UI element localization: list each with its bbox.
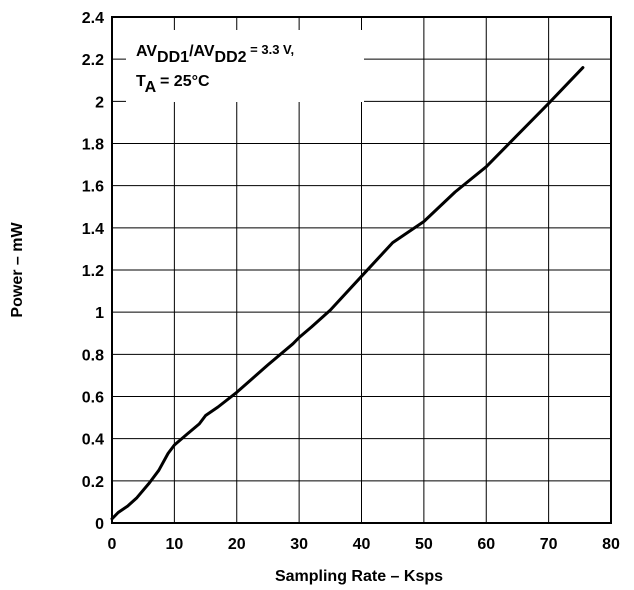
y-tick-label: 0.6 [82,390,104,407]
y-tick-label: 0.2 [82,474,104,491]
x-tick-label: 40 [353,536,371,553]
y-tick-label: 1.6 [82,179,104,196]
power-curve-line [110,66,585,521]
plot-frame [111,16,612,524]
annotation-line-1: AVDD1/AVDD2 = 3.3 V, [136,42,294,66]
annotation-voltage: = 3.3 V, [247,42,295,57]
y-tick-label: 1.4 [82,221,104,238]
x-tick-label: 70 [540,536,558,553]
y-tick-label: 2.4 [82,10,104,27]
x-tick-labels: 0 10 20 30 40 50 60 70 80 [108,536,620,553]
series-group [110,66,585,521]
annotation-dd2: DD2 [215,49,247,66]
y-tick-label: 0.8 [82,347,104,364]
annotation-av1: AV [136,43,157,60]
x-tick-label: 60 [477,536,495,553]
annotation-background [126,30,364,102]
y-tick-label: 2.2 [82,52,104,69]
annotation-av2: /AV [189,43,215,60]
y-tick-label: 0.4 [82,432,104,449]
y-tick-label: 1 [95,305,104,322]
annotation-a: A [145,79,157,96]
annotation-dd1: DD1 [157,49,189,66]
x-tick-label: 10 [165,536,183,553]
x-tick-label: 80 [602,536,620,553]
x-tick-label: 0 [108,536,117,553]
y-tick-label: 0 [95,516,104,533]
conditions-annotation: AVDD1/AVDD2 = 3.3 V, TA = 25°C [126,30,364,102]
y-tick-label: 1.2 [82,263,104,280]
annotation-line-2: TA = 25°C [136,73,210,96]
x-tick-label: 20 [228,536,246,553]
x-axis-label: Sampling Rate – Ksps [275,568,443,585]
annotation-temp: = 25°C [156,73,210,90]
annotation-t: T [136,73,146,90]
x-tick-label: 50 [415,536,433,553]
y-tick-label: 2 [95,94,104,111]
y-tick-label: 1.8 [82,137,104,154]
x-tick-label: 30 [290,536,308,553]
y-tick-labels: 0 0.2 0.4 0.6 0.8 1 1.2 1.4 1.6 1.8 2 2.2 2.4 [82,10,104,533]
y-axis-label: Power – mW [9,222,26,318]
